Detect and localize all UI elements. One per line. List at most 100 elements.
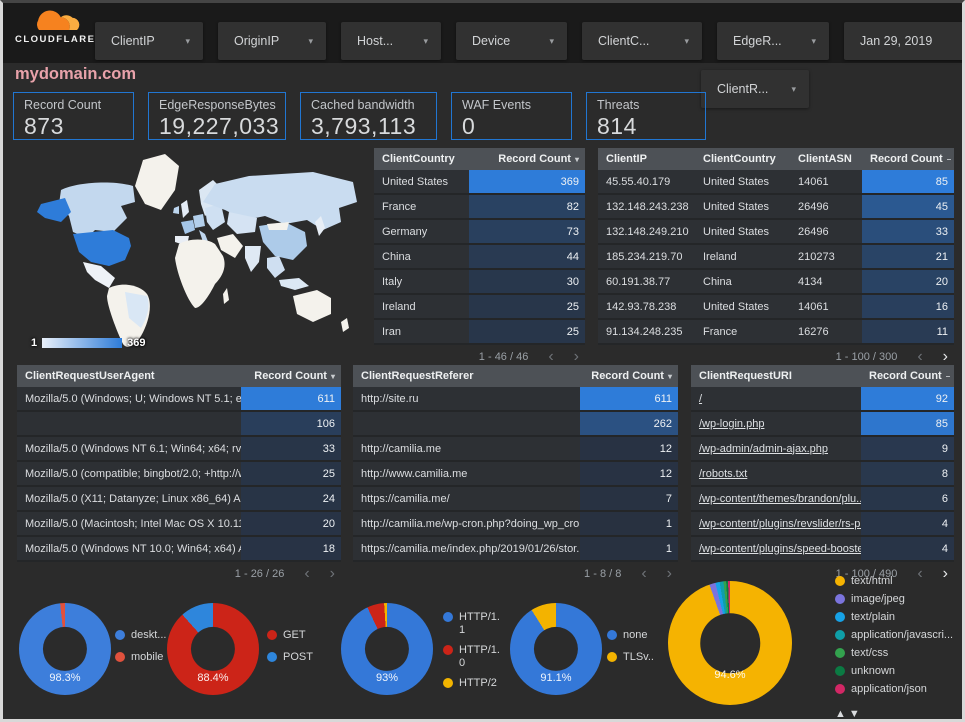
table-row[interactable]: https://camilia.me/index.php/2019/01/26/… xyxy=(353,537,678,562)
map-country-alaska[interactable] xyxy=(37,198,71,222)
filter-clientip[interactable]: ClientIP ▾ xyxy=(95,22,203,60)
table-row[interactable]: / 92 xyxy=(691,387,954,412)
map-country-mongolia[interactable] xyxy=(267,222,289,230)
table-row[interactable]: 132.148.243.238 United States 26496 45 xyxy=(598,195,954,220)
table-row[interactable]: Mozilla/5.0 (Windows NT 10.0; Win64; x64… xyxy=(17,537,341,562)
map-country-ireland[interactable] xyxy=(173,206,179,214)
legend-item-text-css[interactable]: text/css xyxy=(835,647,953,660)
table-row[interactable]: /wp-admin/admin-ajax.php 9 xyxy=(691,437,954,462)
table-row[interactable]: http://camilia.me 12 xyxy=(353,437,678,462)
uri-link[interactable]: /wp-content/plugins/speed-booste... xyxy=(699,542,861,555)
uri-link[interactable]: /wp-admin/admin-ajax.php xyxy=(699,442,829,455)
filter-host[interactable]: Host... ▾ xyxy=(341,22,441,60)
map-country-madagascar[interactable] xyxy=(223,288,229,304)
map-country-east-europe[interactable] xyxy=(205,204,225,230)
table-row[interactable]: China 44 xyxy=(374,245,585,270)
next-page-icon[interactable]: › xyxy=(329,565,335,582)
map-country-china[interactable] xyxy=(259,222,307,260)
table-row[interactable]: Mozilla/5.0 (Windows; U; Windows NT 5.1;… xyxy=(17,387,341,412)
column-header-record-count[interactable]: Record Count ▾ xyxy=(498,153,579,165)
legend-item-deskt[interactable]: deskt... xyxy=(115,629,166,642)
column-header-record-count[interactable]: Record Count ▾ xyxy=(254,370,335,382)
table-row[interactable]: http://site.ru 611 xyxy=(353,387,678,412)
map-country-germany[interactable] xyxy=(193,214,205,228)
table-row[interactable]: /wp-content/plugins/speed-booste... 4 xyxy=(691,537,954,562)
sort-indicator-icon[interactable]: ▾ xyxy=(330,372,335,381)
table-row[interactable]: Italy 30 xyxy=(374,270,585,295)
map-country-japan[interactable] xyxy=(315,216,325,236)
map-country-france[interactable] xyxy=(181,220,195,234)
device-donut[interactable]: 98.3% xyxy=(19,603,111,695)
map-country-brazil[interactable] xyxy=(125,292,149,328)
table-row[interactable]: 132.148.249.210 United States 26496 33 xyxy=(598,220,954,245)
table-row[interactable]: Mozilla/5.0 (Windows NT 6.1; Win64; x64;… xyxy=(17,437,341,462)
tls-donut[interactable]: 91.1% xyxy=(510,603,602,695)
table-row[interactable]: 185.234.219.70 Ireland 210273 21 xyxy=(598,245,954,270)
map-country-canada[interactable] xyxy=(59,182,135,238)
table-row[interactable]: 142.93.78.238 United States 14061 16 xyxy=(598,295,954,320)
content-type-donut[interactable]: 94.6% xyxy=(668,581,792,705)
table-row[interactable]: http://www.camilia.me 12 xyxy=(353,462,678,487)
column-header-clientrequestreferer[interactable]: ClientRequestReferer xyxy=(361,370,474,382)
legend-item-mobile[interactable]: mobile xyxy=(115,651,166,664)
table-row[interactable]: 262 xyxy=(353,412,678,437)
legend-item-post[interactable]: POST xyxy=(267,651,313,664)
next-page-icon[interactable]: › xyxy=(942,565,948,582)
sort-indicator-icon[interactable]: ▾ xyxy=(667,372,672,381)
legend-item-text-plain[interactable]: text/plain xyxy=(835,611,953,624)
table-row[interactable]: 60.191.38.77 China 4134 20 xyxy=(598,270,954,295)
table-row[interactable]: Iran 25 xyxy=(374,320,585,345)
column-header-record-count[interactable]: Record Count – xyxy=(869,370,951,382)
filter-edger[interactable]: EdgeR... ▾ xyxy=(717,22,829,60)
map-country-greenland[interactable] xyxy=(135,154,179,210)
map-country-australia[interactable] xyxy=(293,290,331,322)
map-country-new-zealand[interactable] xyxy=(341,318,349,332)
map-country-middle-east[interactable] xyxy=(217,234,243,258)
uri-link[interactable]: /wp-login.php xyxy=(699,417,765,430)
legend-item-http-2[interactable]: HTTP/2 xyxy=(443,677,505,690)
column-header-clientrequesturi[interactable]: ClientRequestURI xyxy=(699,370,792,382)
prev-page-icon[interactable]: ‹ xyxy=(304,565,310,582)
http-version-donut[interactable]: 93% xyxy=(341,603,433,695)
map-country-indonesia[interactable] xyxy=(279,278,309,290)
table-row[interactable]: France 82 xyxy=(374,195,585,220)
filter-clientr[interactable]: ClientR... ▾ xyxy=(701,70,809,108)
next-page-icon[interactable]: › xyxy=(573,348,579,365)
next-page-icon[interactable]: › xyxy=(942,348,948,365)
legend-item-unknown[interactable]: unknown xyxy=(835,665,953,678)
filter-clientc[interactable]: ClientC... ▾ xyxy=(582,22,702,60)
world-map[interactable] xyxy=(17,146,369,353)
legend-item-text-html[interactable]: text/html xyxy=(835,575,953,588)
legend-item-image-jpeg[interactable]: image/jpeg xyxy=(835,593,953,606)
table-row[interactable]: 45.55.40.179 United States 14061 85 xyxy=(598,170,954,195)
column-header-clientrequestuseragent[interactable]: ClientRequestUserAgent xyxy=(25,370,155,382)
table-row[interactable]: Mozilla/5.0 (X11; Datanyze; Linux x86_64… xyxy=(17,487,341,512)
legend-item-http-1-1[interactable]: HTTP/1.1 xyxy=(443,611,505,637)
legend-item-get[interactable]: GET xyxy=(267,629,313,642)
table-row[interactable]: https://camilia.me/7 xyxy=(353,487,678,512)
filter-jan-29-2019[interactable]: Jan 29, 2019▾ xyxy=(844,22,962,60)
column-header-clientasn[interactable]: ClientASN xyxy=(798,153,852,165)
table-row[interactable]: /wp-content/plugins/revslider/rs-p... 4 xyxy=(691,512,954,537)
table-row[interactable]: Mozilla/5.0 (compatible; bingbot/2.0; +h… xyxy=(17,462,341,487)
map-country-uk[interactable] xyxy=(181,200,189,218)
sort-indicator-icon[interactable]: ▾ xyxy=(574,155,579,164)
sort-indicator-icon[interactable]: – xyxy=(945,372,951,381)
table-row[interactable]: Ireland 25 xyxy=(374,295,585,320)
legend-item-application-javascri[interactable]: application/javascri... xyxy=(835,629,953,642)
uri-link[interactable]: /wp-content/themes/brandon/plu... xyxy=(699,492,861,505)
table-row[interactable]: /robots.txt 8 xyxy=(691,462,954,487)
legend-item-none[interactable]: none xyxy=(607,629,654,642)
filter-device[interactable]: Device ▾ xyxy=(456,22,567,60)
map-country-mexico[interactable] xyxy=(83,262,115,288)
map-country-se-asia[interactable] xyxy=(267,256,285,278)
legend-item-tlsv[interactable]: TLSv.. xyxy=(607,651,654,664)
prev-page-icon[interactable]: ‹ xyxy=(917,565,923,582)
uri-link[interactable]: /wp-content/plugins/revslider/rs-p... xyxy=(699,517,861,530)
table-row[interactable]: /wp-content/themes/brandon/plu... 6 xyxy=(691,487,954,512)
table-row[interactable]: United States 369 xyxy=(374,170,585,195)
geo-map-panel[interactable]: 1 369 xyxy=(17,146,369,353)
prev-page-icon[interactable]: ‹ xyxy=(917,348,923,365)
legend-scroll-arrows[interactable]: ▲▼ xyxy=(835,708,863,720)
column-header-record-count[interactable]: Record Count – xyxy=(870,153,952,165)
